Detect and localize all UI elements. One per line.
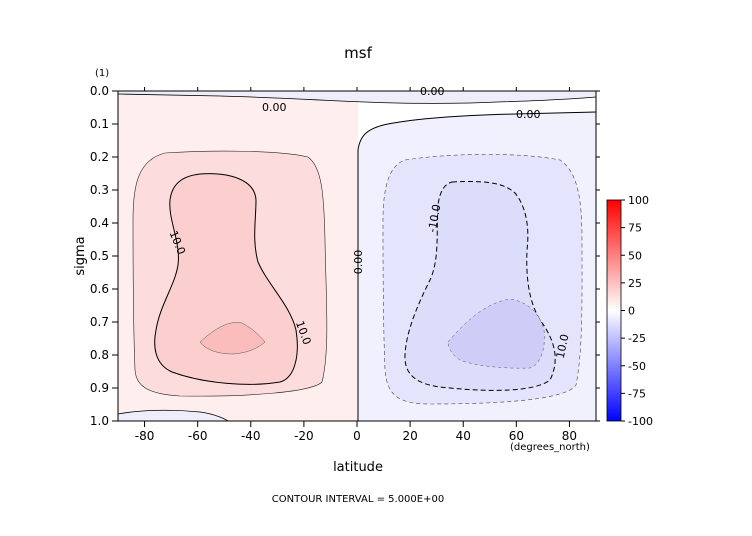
contour-label: 10.0 <box>554 333 572 360</box>
x-tick-label: 0 <box>353 429 361 443</box>
contour-interval-note: CONTOUR INTERVAL = 5.000E+00 <box>272 494 444 505</box>
x-axis: -80 -60 -40 -20 0 20 40 60 80 <box>135 87 577 443</box>
contour-label: 0.00 <box>352 250 365 275</box>
contour-field <box>117 91 597 422</box>
contour-label: 0.00 <box>516 108 541 121</box>
contour-label: 0.00 <box>262 101 287 114</box>
contour-label: -10.0 <box>426 203 444 233</box>
colorbar-tick-label: 100 <box>628 194 649 207</box>
x-axis-label: latitude <box>333 460 383 475</box>
colorbar-tick-label: 25 <box>628 277 642 290</box>
y-tick-label: 0.6 <box>90 282 109 296</box>
colorbar-tick-label: -25 <box>628 332 646 345</box>
y-tick-label: 0.0 <box>90 84 109 98</box>
y-tick-label: 0.1 <box>90 117 109 131</box>
colorbar-tick-label: -100 <box>628 415 653 428</box>
y-tick-label: 0.5 <box>90 249 109 263</box>
contour-pos-10 <box>154 173 298 385</box>
x-tick-label: -20 <box>294 429 314 443</box>
y-axis: 0.0 0.1 0.2 0.3 0.4 0.5 0.6 0.7 0.8 0.9 1.0 <box>90 84 600 428</box>
y-tick-label: 0.4 <box>90 216 109 230</box>
x-tick-label: -40 <box>241 429 261 443</box>
x-tick-label: -80 <box>135 429 155 443</box>
colorbar-tick-label: 0 <box>628 305 635 318</box>
x-tick-label: 60 <box>509 429 524 443</box>
y-tick-label: 0.3 <box>90 183 109 197</box>
x-tick-label: -60 <box>188 429 208 443</box>
x-tick-label: 20 <box>402 429 417 443</box>
y-tick-label: 0.2 <box>90 150 109 164</box>
zero-contour-main <box>357 111 597 421</box>
colorbar-ramp <box>606 199 622 422</box>
x-axis-units: (degrees_north) <box>510 442 590 453</box>
x-tick-label: 80 <box>562 429 577 443</box>
colorbar: 100 75 50 25 0 -25 -50 -75 -100 <box>606 194 653 428</box>
colorbar-ticks: 100 75 50 25 0 -25 -50 -75 -100 <box>621 194 653 428</box>
y-axis-label: sigma <box>73 236 88 275</box>
bottom-negative-band <box>118 410 228 421</box>
colorbar-tick-label: 50 <box>628 249 642 262</box>
colorbar-tick-label: -75 <box>628 387 646 400</box>
chart-title: msf <box>344 44 372 62</box>
contour-pos-15 <box>199 322 266 355</box>
y-tick-label: 1.0 <box>90 414 109 428</box>
colorbar-tick-label: -50 <box>628 360 646 373</box>
top-negative-band <box>118 91 596 104</box>
y-tick-label: 0.8 <box>90 348 109 362</box>
x-tick-label: 40 <box>456 429 471 443</box>
zero-contour-top <box>117 93 597 104</box>
zero-contour-bottom <box>117 409 229 422</box>
colorbar-tick-label: 75 <box>628 222 642 235</box>
contour-neg-15 <box>447 298 545 369</box>
y-axis-units: (1) <box>95 68 109 79</box>
y-tick-label: 0.7 <box>90 315 109 329</box>
y-tick-label: 0.9 <box>90 381 109 395</box>
